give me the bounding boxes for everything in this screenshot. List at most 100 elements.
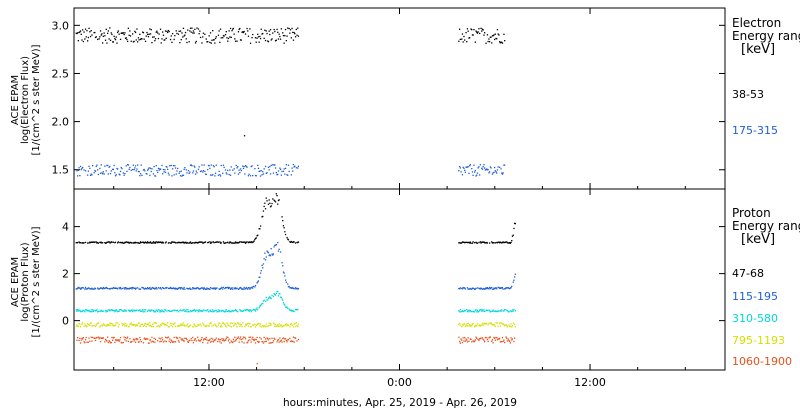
data-point bbox=[177, 311, 180, 313]
data-point bbox=[129, 241, 131, 244]
data-point bbox=[236, 326, 238, 328]
data-point bbox=[472, 34, 474, 36]
data-point bbox=[139, 288, 141, 290]
data-point bbox=[154, 241, 156, 243]
data-point bbox=[480, 337, 482, 339]
data-point bbox=[106, 164, 108, 166]
data-point bbox=[91, 340, 93, 342]
data-point bbox=[496, 242, 499, 244]
data-point bbox=[132, 168, 134, 171]
data-point bbox=[285, 323, 287, 325]
data-point bbox=[177, 339, 180, 342]
data-point bbox=[234, 322, 237, 325]
data-point bbox=[177, 288, 179, 290]
data-point bbox=[249, 309, 251, 311]
data-point bbox=[122, 242, 124, 244]
data-point bbox=[126, 170, 128, 172]
data-point bbox=[201, 241, 203, 243]
data-point bbox=[159, 241, 162, 243]
data-point bbox=[129, 323, 132, 325]
data-point bbox=[92, 288, 94, 290]
data-point bbox=[151, 242, 153, 244]
data-point bbox=[125, 325, 127, 327]
data-point bbox=[265, 197, 267, 199]
data-point bbox=[204, 33, 206, 35]
data-point bbox=[203, 325, 205, 327]
data-point bbox=[142, 325, 145, 328]
data-point bbox=[246, 308, 248, 311]
data-point bbox=[89, 174, 92, 176]
data-point bbox=[287, 238, 289, 240]
data-point bbox=[223, 35, 225, 37]
data-point bbox=[227, 169, 229, 172]
data-point bbox=[127, 27, 129, 29]
data-point bbox=[122, 323, 124, 325]
data-point bbox=[287, 286, 290, 288]
data-point bbox=[284, 306, 287, 308]
data-point bbox=[216, 326, 218, 328]
data-point bbox=[272, 198, 274, 200]
data-point bbox=[99, 287, 102, 289]
data-point bbox=[105, 339, 107, 341]
data-point bbox=[187, 341, 189, 343]
data-point bbox=[468, 340, 470, 342]
data-point bbox=[261, 216, 263, 218]
data-point bbox=[249, 339, 251, 341]
data-point bbox=[168, 326, 170, 328]
electron-legend-unit: [keV] bbox=[741, 42, 775, 57]
data-point bbox=[133, 241, 135, 244]
data-point bbox=[162, 287, 164, 289]
data-point bbox=[169, 341, 172, 344]
data-point bbox=[259, 35, 261, 38]
data-point bbox=[229, 241, 232, 243]
data-point bbox=[264, 165, 267, 168]
data-point bbox=[197, 311, 200, 313]
data-point bbox=[116, 310, 118, 312]
data-point bbox=[93, 325, 95, 327]
data-point bbox=[149, 324, 152, 326]
data-point bbox=[190, 310, 192, 313]
data-point bbox=[234, 172, 236, 174]
data-point bbox=[111, 33, 113, 36]
data-point bbox=[237, 337, 239, 339]
data-point bbox=[205, 325, 207, 328]
data-point bbox=[257, 340, 259, 343]
data-point bbox=[277, 242, 279, 244]
data-point bbox=[464, 242, 466, 244]
data-point bbox=[132, 309, 134, 312]
data-point bbox=[243, 342, 245, 344]
data-point bbox=[112, 339, 114, 341]
data-point bbox=[232, 310, 235, 312]
data-point bbox=[207, 308, 209, 311]
data-point bbox=[87, 288, 89, 290]
data-point bbox=[79, 175, 81, 177]
data-point bbox=[268, 30, 270, 32]
data-point bbox=[159, 287, 162, 289]
data-point bbox=[271, 294, 273, 297]
data-point bbox=[166, 310, 168, 312]
data-point bbox=[182, 174, 184, 176]
data-point bbox=[292, 336, 295, 338]
data-point bbox=[494, 310, 496, 312]
data-point bbox=[119, 336, 122, 339]
data-point bbox=[220, 342, 222, 344]
data-point bbox=[118, 310, 120, 312]
data-point bbox=[112, 337, 114, 339]
data-point bbox=[261, 174, 263, 176]
data-point bbox=[164, 30, 167, 32]
data-point bbox=[94, 288, 97, 290]
data-point bbox=[114, 37, 116, 40]
data-point bbox=[226, 336, 228, 338]
data-point bbox=[85, 309, 87, 311]
data-point bbox=[282, 35, 285, 37]
data-point bbox=[231, 341, 233, 343]
data-point bbox=[215, 325, 217, 327]
data-point bbox=[131, 242, 133, 244]
data-point bbox=[117, 326, 119, 328]
data-point bbox=[133, 340, 135, 342]
data-point bbox=[502, 241, 504, 243]
proton-ylabel-line-1: ACE EPAM bbox=[10, 257, 21, 307]
x-tick-label: 12:00 bbox=[574, 376, 606, 389]
data-point bbox=[245, 309, 247, 311]
data-point bbox=[166, 166, 168, 168]
